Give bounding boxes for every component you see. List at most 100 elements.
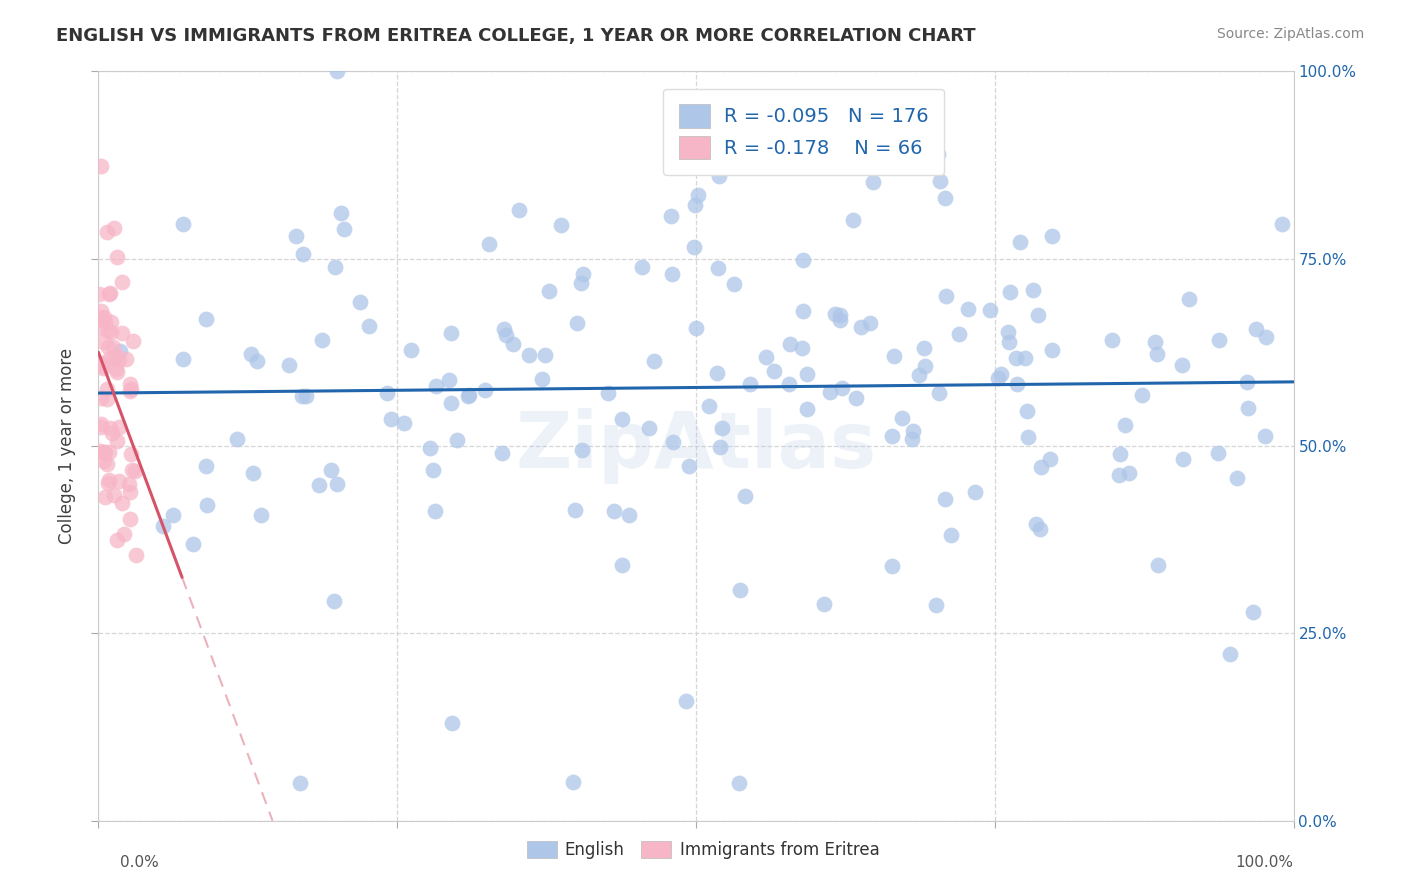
Point xyxy=(734,489,756,503)
Point xyxy=(124,464,146,478)
Point xyxy=(392,416,415,430)
Point xyxy=(495,327,517,342)
Point xyxy=(1219,648,1241,662)
Point xyxy=(1005,377,1028,392)
Point xyxy=(1146,347,1168,361)
Point xyxy=(709,169,731,184)
Point xyxy=(446,434,468,448)
Point xyxy=(927,147,949,161)
Point xyxy=(90,419,112,434)
Point xyxy=(1118,467,1140,481)
Point xyxy=(423,504,446,518)
Point xyxy=(105,349,128,363)
Point xyxy=(101,340,124,354)
Point xyxy=(474,383,496,397)
Point xyxy=(688,187,710,202)
Point xyxy=(478,237,501,252)
Point xyxy=(1241,605,1264,619)
Point xyxy=(859,316,882,330)
Point xyxy=(661,435,683,450)
Point xyxy=(118,384,141,398)
Point xyxy=(830,312,852,326)
Point xyxy=(419,442,441,456)
Point xyxy=(1005,351,1028,365)
Point xyxy=(288,776,311,790)
Point xyxy=(122,334,145,348)
Point xyxy=(492,322,515,336)
Point xyxy=(963,485,986,500)
Point xyxy=(96,392,118,406)
Point xyxy=(706,366,728,380)
Point xyxy=(1039,451,1062,466)
Point xyxy=(882,429,904,443)
Point xyxy=(925,598,948,612)
Point xyxy=(97,476,120,491)
Point xyxy=(100,326,122,340)
Point xyxy=(115,352,138,367)
Point xyxy=(979,303,1001,318)
Point xyxy=(183,536,205,550)
Point xyxy=(110,275,132,289)
Point xyxy=(502,336,524,351)
Point xyxy=(934,289,956,303)
Point xyxy=(375,386,398,401)
Point xyxy=(1147,558,1170,572)
Point xyxy=(778,376,800,391)
Point xyxy=(329,206,352,220)
Point xyxy=(96,225,118,239)
Point xyxy=(93,356,115,370)
Point xyxy=(1171,451,1194,466)
Point xyxy=(359,318,381,333)
Point xyxy=(845,391,868,405)
Point xyxy=(659,210,682,224)
Point xyxy=(89,443,111,458)
Point xyxy=(1015,403,1038,417)
Point xyxy=(683,240,706,254)
Point xyxy=(294,389,316,403)
Point xyxy=(779,337,801,351)
Point xyxy=(1226,471,1249,485)
Point xyxy=(1171,358,1194,372)
Point xyxy=(762,364,785,378)
Point xyxy=(93,335,115,350)
Point xyxy=(103,221,125,235)
Point xyxy=(90,303,112,318)
Point xyxy=(120,512,142,526)
Point xyxy=(292,247,315,261)
Point xyxy=(101,426,124,441)
Point xyxy=(643,354,665,368)
Point xyxy=(118,476,141,491)
Point xyxy=(550,218,572,232)
Point xyxy=(240,347,263,361)
Point xyxy=(458,387,481,401)
Point xyxy=(531,371,554,385)
Point xyxy=(1130,387,1153,401)
Point xyxy=(93,446,115,460)
Point xyxy=(425,378,447,392)
Point xyxy=(934,191,956,205)
Point xyxy=(564,502,586,516)
Y-axis label: College, 1 year or more: College, 1 year or more xyxy=(58,348,76,544)
Point xyxy=(111,326,134,341)
Point xyxy=(987,371,1010,385)
Point xyxy=(901,424,924,438)
Point xyxy=(118,377,141,392)
Point xyxy=(796,367,818,381)
Point xyxy=(121,462,143,476)
Point xyxy=(308,478,330,492)
Point xyxy=(678,459,700,474)
Point xyxy=(565,316,588,330)
Point xyxy=(610,558,633,573)
Point xyxy=(98,473,121,487)
Point xyxy=(934,492,956,507)
Point xyxy=(697,399,720,413)
Point xyxy=(790,341,813,355)
Point xyxy=(440,326,463,340)
Point xyxy=(110,496,132,510)
Point xyxy=(631,260,654,275)
Point xyxy=(440,716,463,731)
Point xyxy=(97,324,120,338)
Point xyxy=(561,774,583,789)
Point xyxy=(491,446,513,460)
Point xyxy=(246,354,269,368)
